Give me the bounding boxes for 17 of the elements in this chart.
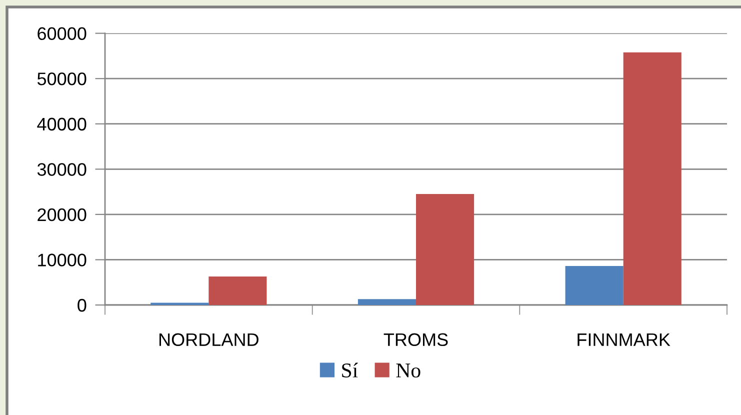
- y-tick-label: 0: [78, 298, 86, 312]
- x-tick-label: FINNMARK: [578, 333, 670, 346]
- y-tick-label: 20000: [38, 208, 86, 222]
- bar: [358, 299, 416, 305]
- bar: [623, 52, 682, 305]
- x-tick-label: TROMS: [384, 333, 448, 346]
- y-tick-label: 30000: [37, 163, 86, 176]
- y-tick-label: 60000: [38, 27, 86, 40]
- y-tick-label: 40000: [37, 118, 86, 131]
- bar: [208, 276, 267, 305]
- bar: [416, 194, 474, 305]
- x-tick-label: NORDLAND: [159, 333, 258, 346]
- y-tick-label: 10000: [38, 254, 86, 266]
- legend-label: No: [396, 364, 420, 378]
- bar: [565, 266, 624, 305]
- y-tick-label: 50000: [37, 72, 86, 86]
- legend-label: Sí: [342, 362, 358, 378]
